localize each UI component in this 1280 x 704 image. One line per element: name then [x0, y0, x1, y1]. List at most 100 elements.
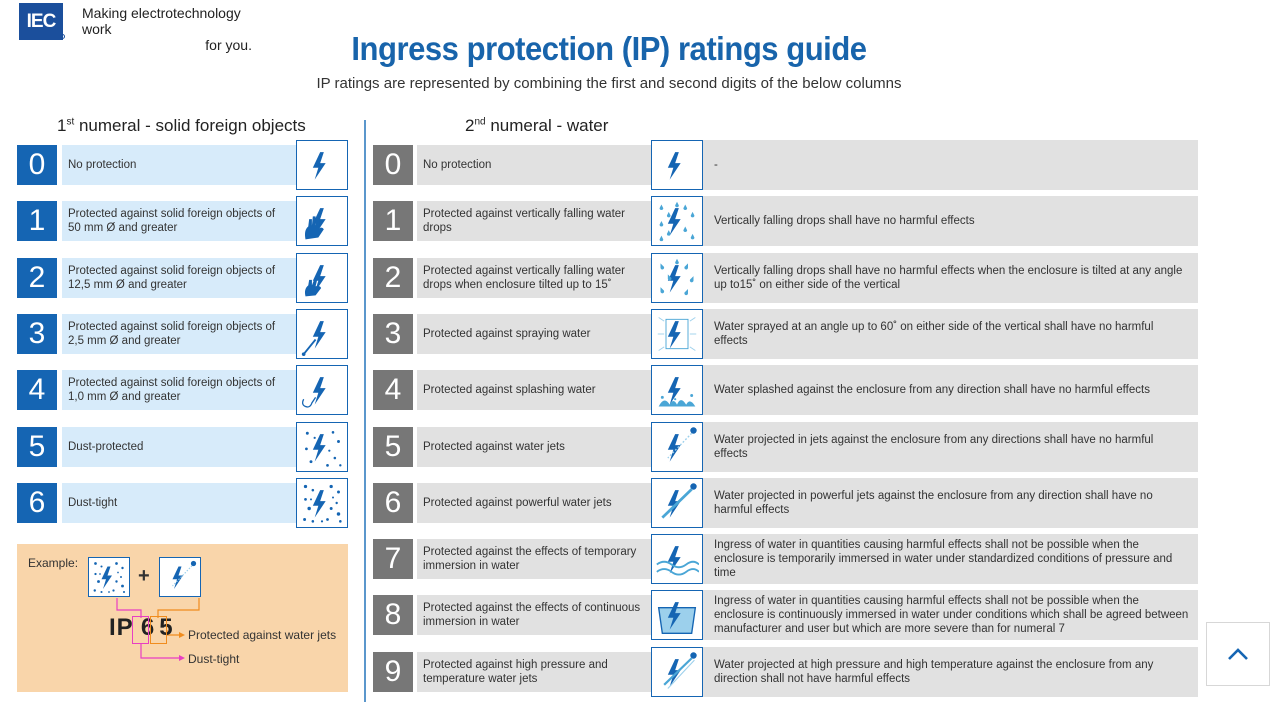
rating-digit: 2	[17, 257, 57, 298]
solids-row: 1 Protected against solid foreign objects…	[17, 196, 348, 247]
rating-detail: Ingress of water in quantities causing h…	[703, 590, 1198, 641]
high-pressure-jet-icon-graphic	[663, 651, 697, 689]
iec-logo[interactable]: IEC	[19, 3, 63, 40]
spray-icon	[651, 308, 703, 359]
rating-description: Protected against solid foreign objects …	[62, 313, 297, 354]
rating-detail: Vertically falling drops shall have no h…	[703, 196, 1198, 247]
example-prefix: IP	[109, 614, 134, 641]
tagline-line-2: for you.	[205, 37, 252, 53]
digit-1-highlight	[132, 616, 149, 644]
column-divider	[364, 120, 366, 702]
rating-digit: 9	[373, 651, 413, 692]
example-label: Example:	[28, 556, 79, 570]
example-note-water: Protected against water jets	[188, 628, 337, 642]
falling-drops-icon-graphic	[659, 202, 695, 242]
rating-digit: 3	[17, 313, 57, 354]
rating-detail: Water projected in jets against the encl…	[703, 421, 1198, 472]
water-jet-icon-graphic	[172, 560, 197, 589]
rating-digit: 6	[373, 482, 413, 523]
splash-icon	[651, 365, 703, 416]
rating-digit: 0	[373, 145, 413, 185]
heading-numeral: 2	[465, 116, 475, 135]
rating-detail: Vertically falling drops shall have no h…	[703, 252, 1198, 303]
water-row: 9 Protected against high pressure and tem…	[373, 646, 1198, 697]
solids-row: 4 Protected against solid foreign objects…	[17, 365, 348, 416]
solids-row: 3 Protected against solid foreign objects…	[17, 308, 348, 359]
rating-detail: Water projected at high pressure and hig…	[703, 646, 1198, 697]
lightning-icon	[651, 140, 703, 190]
tilted-drops-icon-graphic	[660, 258, 694, 295]
lightning-icon-graphic	[312, 152, 326, 180]
rating-description: Dust-tight	[62, 482, 297, 523]
water-row: 4 Protected against splashing water Water …	[373, 365, 1198, 416]
heading-ordinal: nd	[474, 116, 486, 128]
solids-row: 0 No protection	[17, 140, 348, 190]
rating-description: Protected against solid foreign objects …	[62, 257, 297, 298]
scroll-to-top-button[interactable]	[1206, 622, 1270, 686]
rating-digit: 4	[373, 370, 413, 411]
falling-drops-icon	[651, 196, 703, 247]
water-jet-icon	[651, 421, 703, 472]
rating-description: Protected against the effects of continu…	[417, 595, 651, 636]
page-subtitle: IP ratings are represented by combining …	[316, 75, 902, 92]
dense-dust-icon-graphic	[93, 562, 126, 594]
rating-digit: 4	[17, 370, 57, 411]
water-row: 7 Protected against the effects of tempor…	[373, 534, 1198, 585]
water-jet-icon	[159, 557, 201, 597]
water-row: 6 Protected against powerful water jets Wa…	[373, 477, 1198, 528]
tagline-line-1: Making electrotechnology work	[82, 5, 241, 37]
rating-detail: Ingress of water in quantities causing h…	[703, 534, 1198, 585]
example-digit-2: 5	[159, 614, 174, 641]
rating-description: No protection	[417, 145, 651, 185]
chevron-up-icon	[1228, 648, 1248, 660]
rating-digit: 8	[373, 595, 413, 636]
rating-description: Protected against vertically falling wat…	[417, 257, 651, 298]
solids-row: 5 Dust-protected	[17, 421, 348, 472]
dense-dust-icon	[296, 477, 348, 528]
spray-icon-graphic	[657, 317, 697, 351]
water-row: 5 Protected against water jets Water proje…	[373, 421, 1198, 472]
continuous-immersion-icon	[651, 590, 703, 641]
finger-icon	[296, 252, 348, 303]
page-title: Ingress protection (IP) ratings guide	[351, 30, 867, 67]
solids-row: 6 Dust-tight	[17, 477, 348, 528]
temporary-immersion-icon	[651, 534, 703, 585]
rating-description: No protection	[62, 145, 297, 185]
example-note-dust: Dust-tight	[188, 652, 240, 666]
wire-icon	[296, 365, 348, 416]
registered-mark-icon	[60, 34, 65, 39]
heading-numeral: 1	[57, 116, 67, 135]
tilted-drops-icon	[651, 252, 703, 303]
water-row: 1 Protected against vertically falling wa…	[373, 196, 1198, 247]
finger-icon-graphic	[304, 264, 326, 296]
continuous-immersion-icon-graphic	[657, 602, 697, 635]
tool-icon-graphic	[301, 321, 326, 356]
powerful-jet-icon-graphic	[661, 483, 697, 519]
water-row: 0 No protection -	[373, 140, 1198, 190]
solids-column-heading: 1st numeral - solid foreign objects	[57, 116, 306, 136]
water-row: 8 Protected against the effects of contin…	[373, 590, 1198, 641]
rating-description: Protected against the effects of tempora…	[417, 539, 651, 580]
rating-detail: Water sprayed at an angle up to 60˚ on e…	[703, 308, 1198, 359]
water-column-heading: 2nd numeral - water	[465, 116, 608, 136]
example-connector-lines	[116, 598, 200, 661]
rating-digit: 3	[373, 313, 413, 354]
heading-ordinal: st	[66, 116, 75, 128]
water-row: 2 Protected against vertically falling wa…	[373, 252, 1198, 303]
rating-description: Protected against vertically falling wat…	[417, 201, 651, 242]
rating-description: Protected against spraying water	[417, 313, 651, 354]
rating-description: Protected against high pressure and temp…	[417, 651, 651, 692]
wire-icon-graphic	[301, 377, 326, 408]
rating-detail: -	[703, 140, 1198, 190]
dense-dust-icon-graphic	[303, 484, 342, 523]
rating-digit: 6	[17, 482, 57, 523]
tagline: Making electrotechnology work for you.	[82, 5, 254, 53]
rating-digit: 5	[373, 426, 413, 467]
rating-description: Dust-protected	[62, 426, 297, 467]
hand-icon	[296, 196, 348, 247]
powerful-jet-icon	[651, 477, 703, 528]
lightning-icon	[296, 140, 348, 190]
rating-digit: 5	[17, 426, 57, 467]
